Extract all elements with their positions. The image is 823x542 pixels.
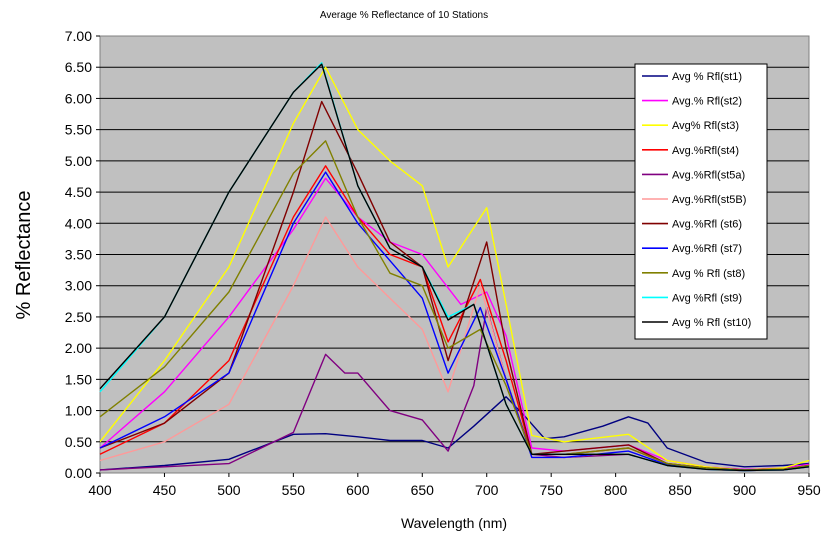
series-line-9 (99, 140, 810, 471)
x-axis-ticks: 400 450 500 550 600 650 700 750 800 850 900 950 (88, 473, 821, 498)
x-tick-label: 450 (153, 482, 177, 498)
y-tick-label: 5.50 (65, 122, 92, 138)
y-tick-label: 4.00 (65, 215, 92, 231)
x-tick-label: 700 (475, 482, 499, 498)
x-tick-label: 500 (217, 482, 241, 498)
series-line-3 (99, 66, 810, 471)
y-tick-label: 2.50 (65, 309, 92, 325)
y-tick-label: 0.50 (65, 434, 92, 450)
x-tick-label: 650 (411, 482, 435, 498)
x-axis-title: Wavelength (nm) (401, 515, 507, 531)
series-line-11 (99, 63, 810, 472)
x-tick-label: 400 (88, 482, 112, 498)
legend-items: Avg % Rfl(st1) Avg.% Rfl(st2) Avg% Rfl(st3… (642, 71, 751, 329)
legend-label: Avg % Rfl (st10) (672, 317, 751, 329)
x-tick-label: 750 (540, 482, 564, 498)
chart-title: Average % Reflectance of 10 Stations (320, 10, 488, 21)
legend-label: Avg.%Rfl(st5a) (672, 169, 745, 181)
legend-box (634, 63, 768, 340)
x-tick-label: 550 (282, 482, 306, 498)
y-tick-label: 7.00 (65, 28, 92, 44)
x-tick-label: 800 (604, 482, 628, 498)
legend-label: Avg.%Rfl (st7) (672, 243, 742, 255)
legend-label: Avg %Rfl (st9) (672, 292, 742, 304)
x-tick-label: 600 (346, 482, 370, 498)
series-layer (99, 62, 810, 472)
legend-label: Avg.%Rfl(st4) (672, 145, 739, 157)
legend: Avg % Rfl(st1) Avg.% Rfl(st2) Avg% Rfl(st3… (634, 63, 768, 340)
y-axis-ticks: 0.00 0.50 1.00 1.50 2.00 2.50 3.00 3.50 4.00 4.50… (65, 28, 100, 481)
legend-label: Avg.% Rfl(st2) (672, 96, 742, 108)
y-tick-label: 3.50 (65, 247, 92, 263)
y-axis-title: % Reflectance (13, 191, 35, 320)
legend-label: Avg% Rfl(st3) (672, 120, 739, 132)
legend-label: Avg.%Rfl(st5B) (672, 194, 746, 206)
x-tick-label: 900 (733, 482, 757, 498)
x-tick-label: 850 (668, 482, 692, 498)
legend-label: Avg % Rfl (st8) (672, 268, 745, 280)
y-tick-label: 3.00 (65, 278, 92, 294)
y-tick-label: 4.50 (65, 184, 92, 200)
legend-label: Avg % Rfl(st1) (672, 71, 742, 83)
y-tick-label: 1.00 (65, 403, 92, 419)
y-tick-label: 5.00 (65, 153, 92, 169)
x-tick-label: 950 (797, 482, 821, 498)
y-tick-label: 0.00 (65, 465, 92, 481)
legend-label: Avg.%Rfl (st6) (672, 219, 742, 231)
y-tick-label: 6.00 (65, 90, 92, 106)
y-tick-label: 6.50 (65, 59, 92, 75)
y-tick-label: 1.50 (65, 371, 92, 387)
y-tick-label: 2.00 (65, 340, 92, 356)
